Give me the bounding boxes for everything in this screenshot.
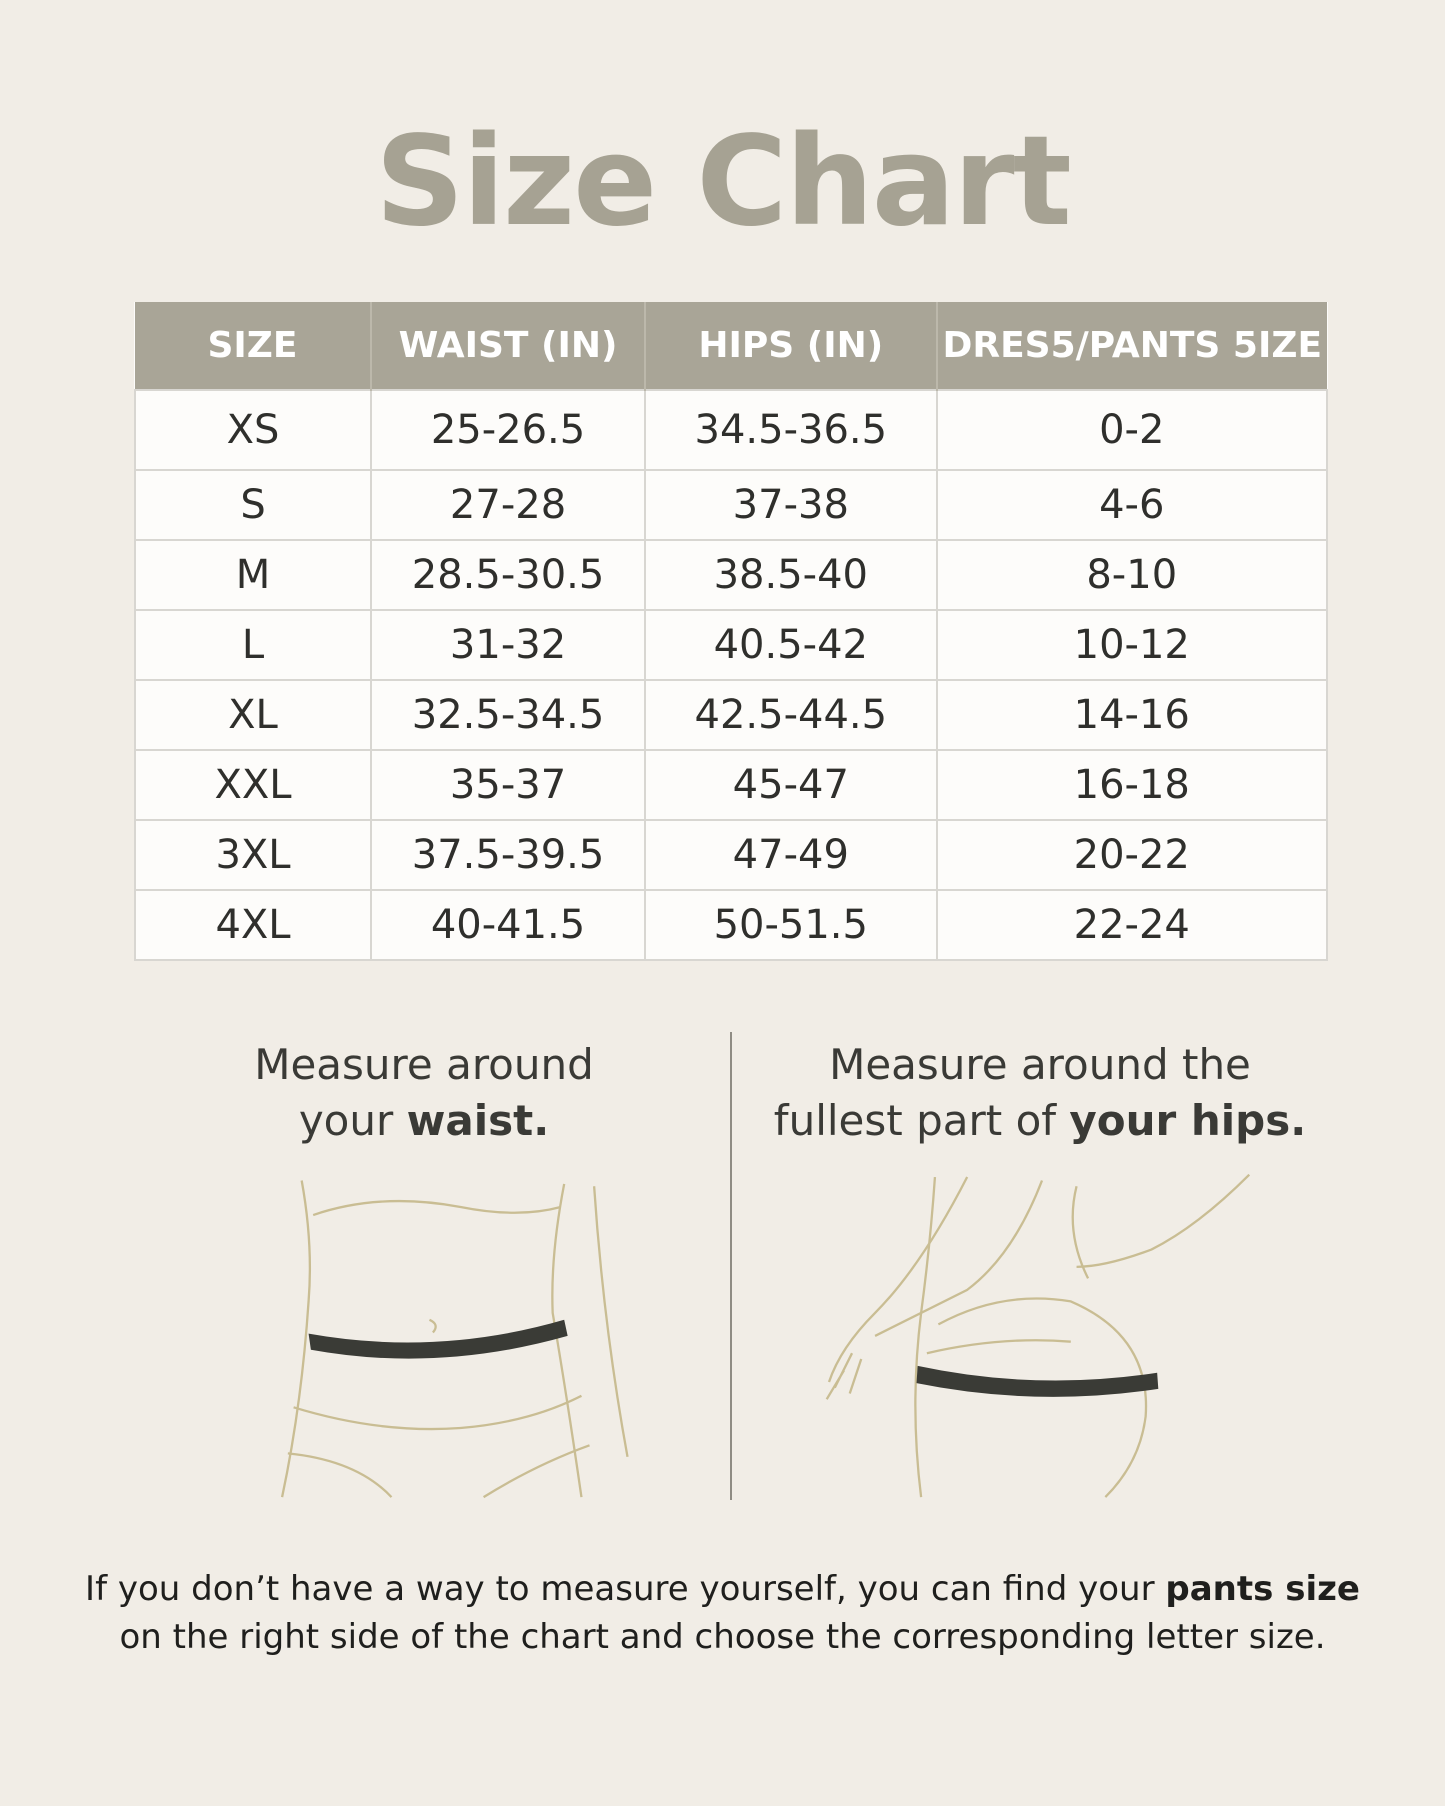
size-table: SIZE WAIST (IN) HIPS (IN) DRES5/PANTS 5I…: [133, 302, 1329, 961]
table-row: XL 32.5-34.5 42.5-44.5 14-16: [133, 679, 1329, 751]
cell-waist: 37.5-39.5: [370, 819, 647, 891]
cell-hips: 50-51.5: [644, 889, 938, 961]
cell-size: S: [133, 469, 373, 541]
header-hips: HIPS (IN): [645, 302, 938, 390]
cell-waist: 31-32: [370, 609, 647, 681]
hips-caption-bold: your hips.: [1069, 1096, 1307, 1145]
cell-waist: 40-41.5: [370, 889, 647, 961]
hips-measuring-band: [916, 1365, 1159, 1397]
waist-measuring-band: [308, 1319, 568, 1359]
cell-dress-pants-size: 4-6: [935, 469, 1329, 541]
cell-dress-pants-size: 20-22: [935, 819, 1329, 891]
footer-text-pre: If you don’t have a way to measure yours…: [85, 1569, 1166, 1609]
header-size: SIZE: [135, 302, 373, 390]
cell-dress-pants-size: 22-24: [935, 889, 1329, 961]
footer-text-bold: pants size: [1165, 1569, 1360, 1609]
footer-note: If you don’t have a way to measure yours…: [60, 1565, 1385, 1661]
cell-hips: 42.5-44.5: [644, 679, 938, 751]
table-row: L 31-32 40.5-42 10-12: [133, 609, 1329, 681]
cell-waist: 32.5-34.5: [370, 679, 647, 751]
cell-waist: 28.5-30.5: [370, 539, 647, 611]
hips-illustration: [825, 1173, 1251, 1498]
table-row: 4XL 40-41.5 50-51.5 22-24: [133, 889, 1329, 961]
waist-caption: Measure around your waist.: [174, 1037, 674, 1149]
cell-size: L: [133, 609, 373, 681]
table-row: 3XL 37.5-39.5 47-49 20-22: [133, 819, 1329, 891]
footer-text-post: on the right side of the chart and choos…: [119, 1617, 1326, 1657]
table-row: S 27-28 37-38 4-6: [133, 469, 1329, 541]
section-divider: [730, 1032, 732, 1500]
cell-dress-pants-size: 0-2: [935, 389, 1329, 471]
header-waist: WAIST (IN): [371, 302, 647, 390]
cell-dress-pants-size: 16-18: [935, 749, 1329, 821]
cell-dress-pants-size: 10-12: [935, 609, 1329, 681]
cell-hips: 40.5-42: [644, 609, 938, 681]
cell-hips: 34.5-36.5: [644, 389, 938, 471]
cell-waist: 35-37: [370, 749, 647, 821]
waist-caption-bold: waist.: [406, 1096, 550, 1145]
cell-hips: 45-47: [644, 749, 938, 821]
table-header-row: SIZE WAIST (IN) HIPS (IN) DRES5/PANTS 5I…: [135, 302, 1327, 390]
hips-caption-line1: Measure around the: [829, 1040, 1251, 1089]
cell-dress-pants-size: 14-16: [935, 679, 1329, 751]
waist-illustration: [280, 1180, 629, 1499]
cell-size: 3XL: [133, 819, 373, 891]
waist-caption-pre: your: [298, 1096, 407, 1145]
cell-hips: 47-49: [644, 819, 938, 891]
cell-size: XS: [133, 389, 373, 471]
page-title: Size Chart: [375, 110, 1072, 254]
cell-dress-pants-size: 8-10: [935, 539, 1329, 611]
cell-size: M: [133, 539, 373, 611]
cell-hips: 37-38: [644, 469, 938, 541]
header-dress-pants-size: DRES5/PANTS 5IZE: [936, 302, 1327, 390]
table-row: M 28.5-30.5 38.5-40 8-10: [133, 539, 1329, 611]
hips-caption: Measure around the fullest part of your …: [770, 1037, 1310, 1149]
cell-hips: 38.5-40: [644, 539, 938, 611]
waist-caption-line1: Measure around: [254, 1040, 594, 1089]
hips-caption-pre: fullest part of: [773, 1096, 1070, 1145]
cell-size: 4XL: [133, 889, 373, 961]
cell-waist: 27-28: [370, 469, 647, 541]
cell-waist: 25-26.5: [370, 389, 647, 471]
table-row: XXL 35-37 45-47 16-18: [133, 749, 1329, 821]
cell-size: XL: [133, 679, 373, 751]
cell-size: XXL: [133, 749, 373, 821]
table-row: XS 25-26.5 34.5-36.5 0-2: [133, 389, 1329, 471]
